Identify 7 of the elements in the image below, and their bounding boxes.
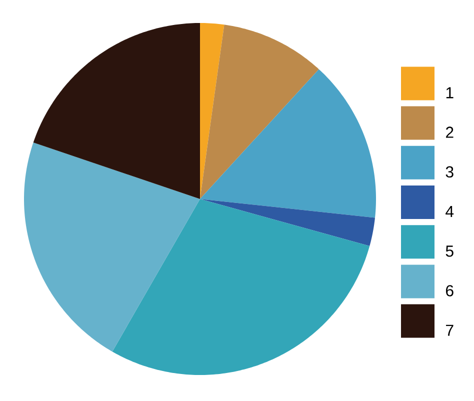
legend-label: 6 xyxy=(446,285,454,296)
legend-label: 2 xyxy=(446,126,454,138)
legend-label: 4 xyxy=(446,206,454,217)
legend-label: 3 xyxy=(446,166,454,178)
legend-label: 7 xyxy=(446,324,454,336)
legend-label: 5 xyxy=(446,246,454,257)
legend-label: 1 xyxy=(446,87,454,98)
